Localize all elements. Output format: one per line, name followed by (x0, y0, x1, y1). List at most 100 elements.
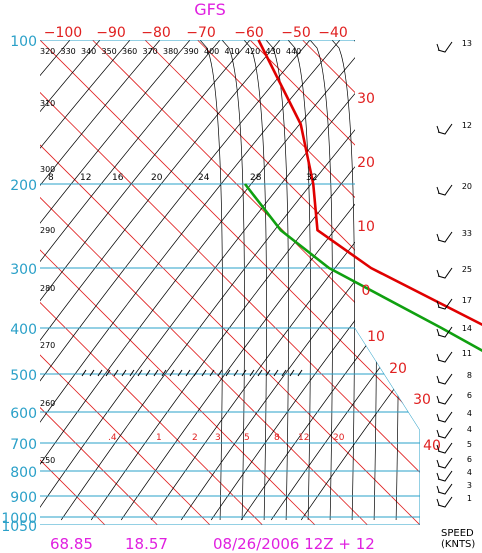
mixing-ratio-label-bottom: 12 (298, 433, 309, 443)
wind-barb (436, 470, 453, 482)
dry-adiabat-line (150, 40, 420, 521)
freezing-level-hatch (113, 369, 119, 377)
hodograph-marker-line (354, 327, 420, 525)
theta-label: 370 (143, 47, 158, 56)
temperature-tick-top: −40 (318, 25, 348, 41)
freezing-level-hatch (265, 369, 271, 377)
theta-label: 260 (40, 399, 55, 408)
temperature-tick-top: −80 (141, 25, 171, 41)
freezing-level-hatch (193, 369, 199, 377)
temperature-tick-right: 30 (357, 91, 375, 107)
wind-speed-label: 17 (462, 296, 472, 305)
isotherm-line (92, 40, 420, 525)
mixing-ratio-label: 16 (112, 173, 124, 183)
pressure-tick-label: 900 (10, 490, 37, 506)
wind-speed-label: 4 (467, 425, 472, 434)
freezing-level-hatch (217, 369, 223, 377)
moist-adiabat-line (199, 40, 223, 521)
wind-speed-label: 3 (467, 481, 472, 490)
temperature-tick-right: 20 (389, 361, 407, 377)
pressure-tick-label: 400 (10, 322, 37, 338)
wind-barb (436, 326, 453, 338)
dry-adiabat-line (90, 40, 420, 521)
isotherm-line (302, 40, 420, 525)
wind-speed-label: 20 (462, 182, 472, 191)
dry-adiabat-line (210, 40, 420, 521)
speed-label: SPEED (441, 528, 474, 539)
theta-label: 400 (204, 47, 219, 56)
moist-adiabat-line (287, 40, 311, 521)
wind-speed-label: 4 (467, 468, 472, 477)
wind-barb (436, 427, 453, 439)
moist-adiabat-line (353, 40, 377, 521)
theta-label: 270 (40, 341, 55, 350)
theta-label: 390 (184, 47, 199, 56)
pressure-tick-label: 700 (10, 437, 37, 453)
wind-barb (436, 483, 453, 495)
moist-adiabat-line (243, 40, 267, 521)
wind-speed-label: 6 (467, 391, 472, 400)
moist-adiabat-line (331, 40, 355, 521)
theta-label: 320 (40, 47, 55, 56)
freezing-level-hatch (153, 369, 159, 377)
wind-speed-label: 1 (467, 494, 472, 503)
freezing-level-hatch (137, 369, 143, 377)
wind-barbs: 13 12 20 33 25 17 14 11 8 6 4 4 5 6 4 3 1 (436, 39, 472, 508)
temperature-tick-right: 40 (423, 438, 441, 454)
wind-speed-label: 6 (467, 455, 472, 464)
wind-speed-label: 25 (462, 265, 472, 274)
dry-adiabat-line (120, 40, 420, 521)
wind-speed-label: 12 (462, 121, 472, 130)
freezing-level-hatch (281, 369, 287, 377)
wind-barb (436, 496, 453, 508)
chart-right-border (354, 327, 420, 525)
wind-barb (436, 298, 453, 310)
isotherm-line (40, 40, 368, 525)
mixing-ratio-label: 28 (250, 173, 262, 183)
isobar-lines (40, 40, 420, 525)
theta-label: 280 (40, 284, 55, 293)
pressure-tick-label: 1000 (1, 511, 37, 527)
freezing-level-hatch (145, 369, 151, 377)
isotherm-line (407, 40, 420, 525)
theta-label: 250 (40, 456, 55, 465)
mixing-ratio-label-bottom: 8 (274, 433, 280, 443)
theta-label: 360 (122, 47, 137, 56)
moist-adiabat-line (221, 40, 245, 521)
theta-label: 290 (40, 226, 55, 235)
temperature-tick-right: 20 (357, 155, 375, 171)
dry-adiabat-line (270, 40, 420, 521)
dry-adiabat-line (40, 40, 371, 521)
freezing-level-hatch (297, 369, 303, 377)
mixing-ratio-label: 24 (198, 173, 210, 183)
pressure-tick-label: 100 (10, 34, 37, 50)
valid-time: 08/26/2006 12Z + 12 (213, 535, 375, 553)
speed-units-label: (KNTS) (441, 539, 475, 550)
theta-label: 430 (266, 47, 281, 56)
dry-adiabat-line (40, 40, 131, 521)
isotherm-line (197, 40, 420, 525)
adiabat-lines (40, 40, 420, 521)
theta-label: 420 (245, 47, 260, 56)
wind-barb (436, 184, 453, 196)
theta-label: 380 (163, 47, 178, 56)
freezing-level-hatch (161, 369, 167, 377)
dry-adiabat-line (40, 40, 401, 521)
mixing-ratio-label-bottom: 20 (333, 433, 345, 443)
wind-barb (436, 393, 453, 405)
pressure-tick-label: 600 (10, 406, 37, 422)
dry-adiabat-line (40, 40, 191, 521)
wind-speed-label: 4 (467, 409, 472, 418)
freezing-level-hatch (257, 369, 263, 377)
wind-barb (436, 351, 453, 363)
temperature-tick-right: 10 (357, 219, 375, 235)
isotherm-lines (40, 40, 420, 525)
cape-value: 68.85 (50, 535, 93, 553)
mixing-ratio-label-bottom: .4 (108, 433, 117, 443)
freezing-level-hatch (129, 369, 135, 377)
freezing-level-hatch (241, 369, 247, 377)
isotherm-line (354, 40, 420, 525)
wind-speed-label: 5 (467, 440, 472, 449)
isotherm-line (40, 40, 420, 525)
pressure-tick-label: 1050 (1, 519, 37, 535)
